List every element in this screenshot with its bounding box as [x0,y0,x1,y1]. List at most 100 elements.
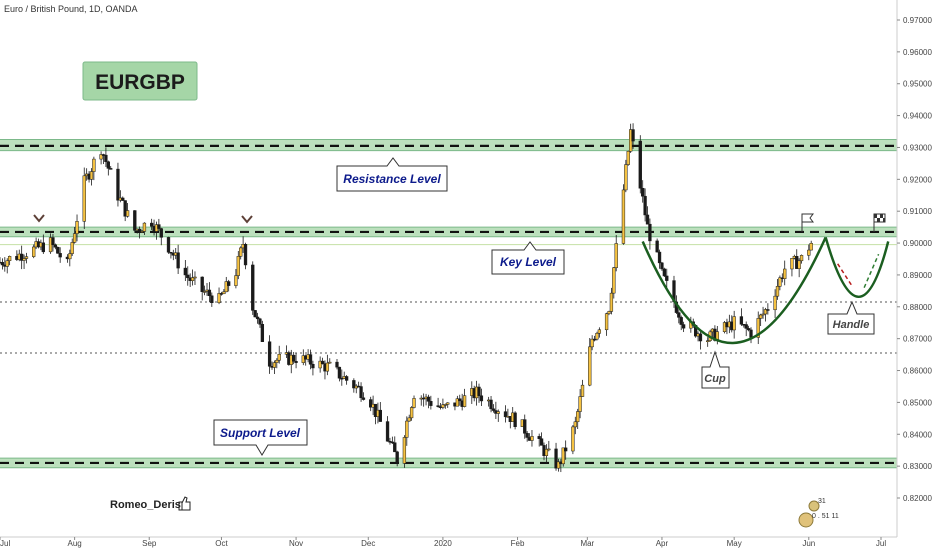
candle-body [607,311,611,314]
candle-body [68,253,72,260]
candle-body [24,256,29,259]
candle [89,168,94,186]
candle [32,244,36,259]
candle [590,335,594,351]
candle-body [294,361,298,363]
candle-body [369,399,373,408]
candle-body [253,310,257,318]
resistance-label-text: Resistance Level [343,172,441,186]
candle-body [210,295,214,304]
candle [758,313,763,327]
candle [426,394,431,409]
candle [22,254,26,269]
candle-body [662,268,667,277]
candle-body [597,329,602,334]
candle-body [556,461,561,469]
candle [186,266,190,286]
candle [580,379,585,397]
candle-body [251,264,255,311]
candle [588,337,592,387]
candle-body [234,275,238,286]
candle-body [513,412,517,427]
candle-body [7,256,12,261]
candle [328,358,332,364]
candle-body [592,338,597,341]
candle [405,416,409,446]
candle [571,425,575,455]
level-zones [0,139,897,469]
cup-handle-pattern [641,236,890,345]
candle [277,345,281,364]
candle-body [58,253,62,258]
candle-body [53,244,58,248]
candle [308,349,313,370]
candle [513,411,517,430]
candle [0,258,5,270]
candle [561,447,565,467]
candle [489,395,493,413]
author-signature: Romeo_Deris [110,496,191,511]
candle [344,375,349,385]
candle [525,431,529,442]
candle-body [412,398,416,408]
candle-body [573,421,577,428]
candle-body [648,223,652,242]
candle-body [761,313,765,316]
candle [335,359,339,370]
candle [746,325,751,332]
y-tick-label: 0.87000 [903,335,932,344]
candle [207,282,212,303]
handle-label-text: Handle [833,319,870,331]
candle [190,269,195,286]
candle [92,156,96,181]
candle-body [739,316,744,325]
candle-body [395,451,399,464]
candle [176,244,180,274]
candle-body [775,286,780,297]
candle [809,240,813,251]
candle-body [272,362,277,368]
candle [604,312,609,336]
candle-body [561,447,565,465]
candle-body [657,251,662,264]
level-zone-key [0,227,897,237]
candle [253,310,257,318]
candle-body [116,168,120,201]
candle [462,388,467,408]
candle [378,402,382,422]
candle-body [5,260,9,267]
candle [681,321,686,333]
handle-arrow-up [863,253,880,288]
candle [217,287,221,305]
candle [140,229,144,233]
candle [193,271,197,286]
candle-body [260,324,265,342]
candle [109,166,113,170]
candle [443,403,447,409]
candle [799,254,804,264]
candle-body [407,417,411,422]
candle [412,395,416,409]
candle-body [660,262,664,270]
candle [325,354,330,376]
candle-body [70,242,74,254]
candle-body [157,224,161,229]
candle [756,311,760,345]
x-tick-label: Dec [361,539,375,548]
y-tick-label: 0.92000 [903,175,932,184]
annotations: Euro / British Pound, 1D, OANDA EURGBP R… [4,4,886,528]
candle-body [621,189,626,244]
candle-body [75,221,79,234]
level-zone-resistance [0,139,897,151]
candle-body [778,277,782,287]
candle-body [638,140,642,189]
candle [496,409,500,422]
peak-markers [33,214,253,224]
x-tick-label: Aug [68,539,82,548]
candle [51,233,55,252]
candle-body [446,402,450,405]
candle [239,246,243,260]
candle-body [706,340,710,342]
